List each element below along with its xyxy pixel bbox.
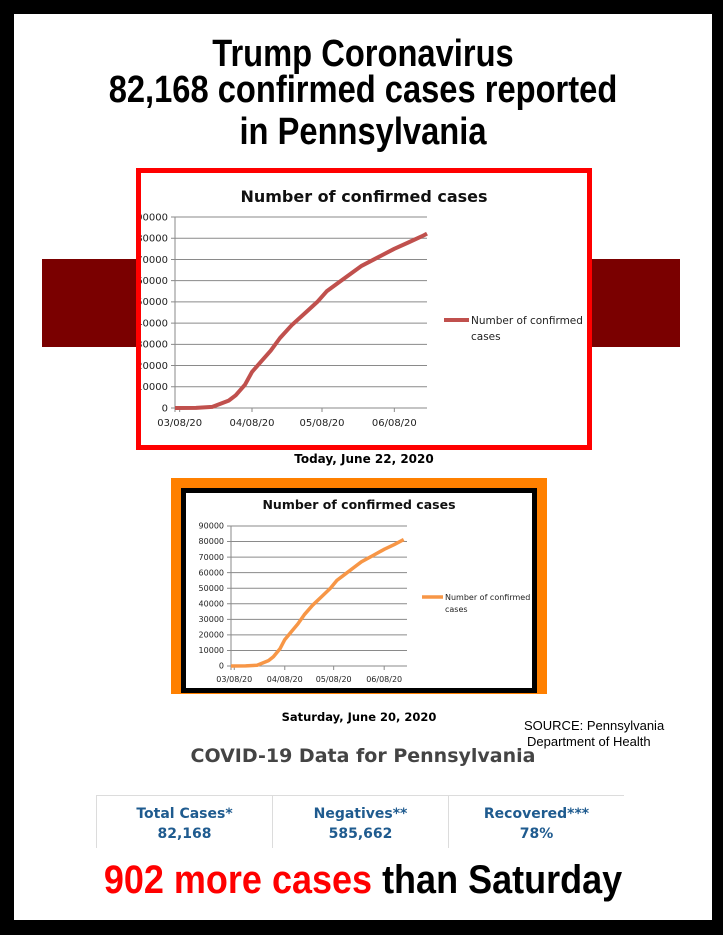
stat-total-cases-label: Total Cases* <box>136 806 233 822</box>
stat-recovered-value: 78% <box>519 826 554 842</box>
chart-today-plot: 0 10000 20000 30000 40000 50000 60000 70000 8000… <box>141 212 583 429</box>
chart-saturday-title: Number of confirmed cases <box>262 497 456 512</box>
chart-today-x-axis: 03/08/20 04/08/20 05/08/20 06/08/20 <box>157 418 417 429</box>
headline-line-3: in Pennsylvania <box>239 111 487 153</box>
svg-text:0: 0 <box>219 662 224 671</box>
stat-recovered-label: Recovered*** <box>483 806 590 822</box>
chart-today-series-line <box>174 231 428 410</box>
footer-summary: 902 more cases than Saturday <box>49 858 677 902</box>
chart-saturday-x-axis: 03/08/20 04/08/20 05/08/20 06/08/20 <box>216 675 402 684</box>
poster: Trump Coronavirus 82,168 confirmed cases… <box>14 14 712 920</box>
chart-saturday-legend-label-2: cases <box>445 605 468 614</box>
svg-text:20000: 20000 <box>141 361 168 372</box>
svg-text:50000: 50000 <box>199 584 224 593</box>
chart-saturday: Number of confirmed cases 0 10000 20000 300… <box>181 488 537 693</box>
chart-today: Number of confirmed cases 0 10000 20000 300… <box>136 168 592 450</box>
svg-text:60000: 60000 <box>141 276 168 287</box>
footer-black-text: than Saturday <box>372 858 623 902</box>
stat-total-cases: Total Cases* 82,168 <box>96 796 272 848</box>
svg-text:90000: 90000 <box>141 212 168 223</box>
svg-text:10000: 10000 <box>199 646 224 655</box>
svg-text:40000: 40000 <box>141 318 168 329</box>
source-line-1: SOURCE: Pennsylvania <box>524 718 665 733</box>
chart-today-caption: Today, June 22, 2020 <box>294 452 434 466</box>
chart-saturday-y-axis: 0 10000 20000 30000 40000 50000 60000 70000 8000… <box>199 522 224 671</box>
chart-today-gridlines <box>171 216 427 412</box>
source-note: SOURCE: Pennsylvania Department of Healt… <box>524 718 664 750</box>
chart-saturday-gridlines <box>227 525 407 670</box>
chart-saturday-plot: 0 10000 20000 30000 40000 50000 60000 70000 8000… <box>199 522 531 684</box>
chart-today-legend-label-1: Number of confirmed <box>471 315 583 327</box>
svg-text:80000: 80000 <box>199 537 224 546</box>
stat-total-cases-value: 82,168 <box>157 826 212 842</box>
chart-saturday-frame: Number of confirmed cases 0 10000 20000 300… <box>171 478 547 694</box>
svg-text:04/08/20: 04/08/20 <box>230 418 275 429</box>
svg-text:05/08/20: 05/08/20 <box>316 675 352 684</box>
headline: Trump Coronavirus 82,168 confirmed cases… <box>63 33 663 153</box>
stat-recovered: Recovered*** 78% <box>448 796 624 848</box>
headline-line-1: Trump Coronavirus <box>212 33 514 75</box>
svg-text:70000: 70000 <box>199 553 224 562</box>
svg-text:05/08/20: 05/08/20 <box>300 418 345 429</box>
decor-bar-right <box>588 259 680 347</box>
chart-saturday-series-line <box>230 538 405 668</box>
svg-text:0: 0 <box>162 403 168 414</box>
svg-text:30000: 30000 <box>199 615 224 624</box>
svg-text:30000: 30000 <box>141 340 168 351</box>
covid-panel-title: COVID-19 Data for Pennsylvania <box>190 745 536 767</box>
svg-text:60000: 60000 <box>199 568 224 577</box>
svg-text:03/08/20: 03/08/20 <box>216 675 252 684</box>
chart-today-y-axis: 0 10000 20000 30000 40000 50000 60000 70000 8000… <box>141 212 168 414</box>
chart-today-title: Number of confirmed cases <box>240 187 488 206</box>
svg-text:50000: 50000 <box>141 297 168 308</box>
svg-text:70000: 70000 <box>141 255 168 266</box>
svg-text:40000: 40000 <box>199 599 224 608</box>
stat-negatives-value: 585,662 <box>328 826 393 842</box>
svg-text:80000: 80000 <box>141 234 168 245</box>
footer-red-text: 902 more cases <box>103 858 373 902</box>
svg-text:03/08/20: 03/08/20 <box>157 418 202 429</box>
headline-line-2: 82,168 confirmed cases reported <box>108 69 618 111</box>
stat-negatives: Negatives** 585,662 <box>272 796 448 848</box>
decor-bar-left <box>42 259 152 347</box>
svg-text:06/08/20: 06/08/20 <box>366 675 402 684</box>
chart-saturday-legend-label-1: Number of confirmed <box>445 593 530 602</box>
source-line-2: Department of Health <box>527 734 651 749</box>
svg-text:10000: 10000 <box>141 382 168 393</box>
covid-stats: Total Cases* 82,168 Negatives** 585,662 … <box>96 795 624 848</box>
chart-saturday-caption: Saturday, June 20, 2020 <box>281 710 437 724</box>
stat-negatives-label: Negatives** <box>313 806 408 822</box>
chart-today-legend-label-2: cases <box>471 331 501 343</box>
svg-text:20000: 20000 <box>199 631 224 640</box>
svg-text:06/08/20: 06/08/20 <box>372 418 417 429</box>
svg-text:04/08/20: 04/08/20 <box>267 675 303 684</box>
svg-text:90000: 90000 <box>199 522 224 531</box>
